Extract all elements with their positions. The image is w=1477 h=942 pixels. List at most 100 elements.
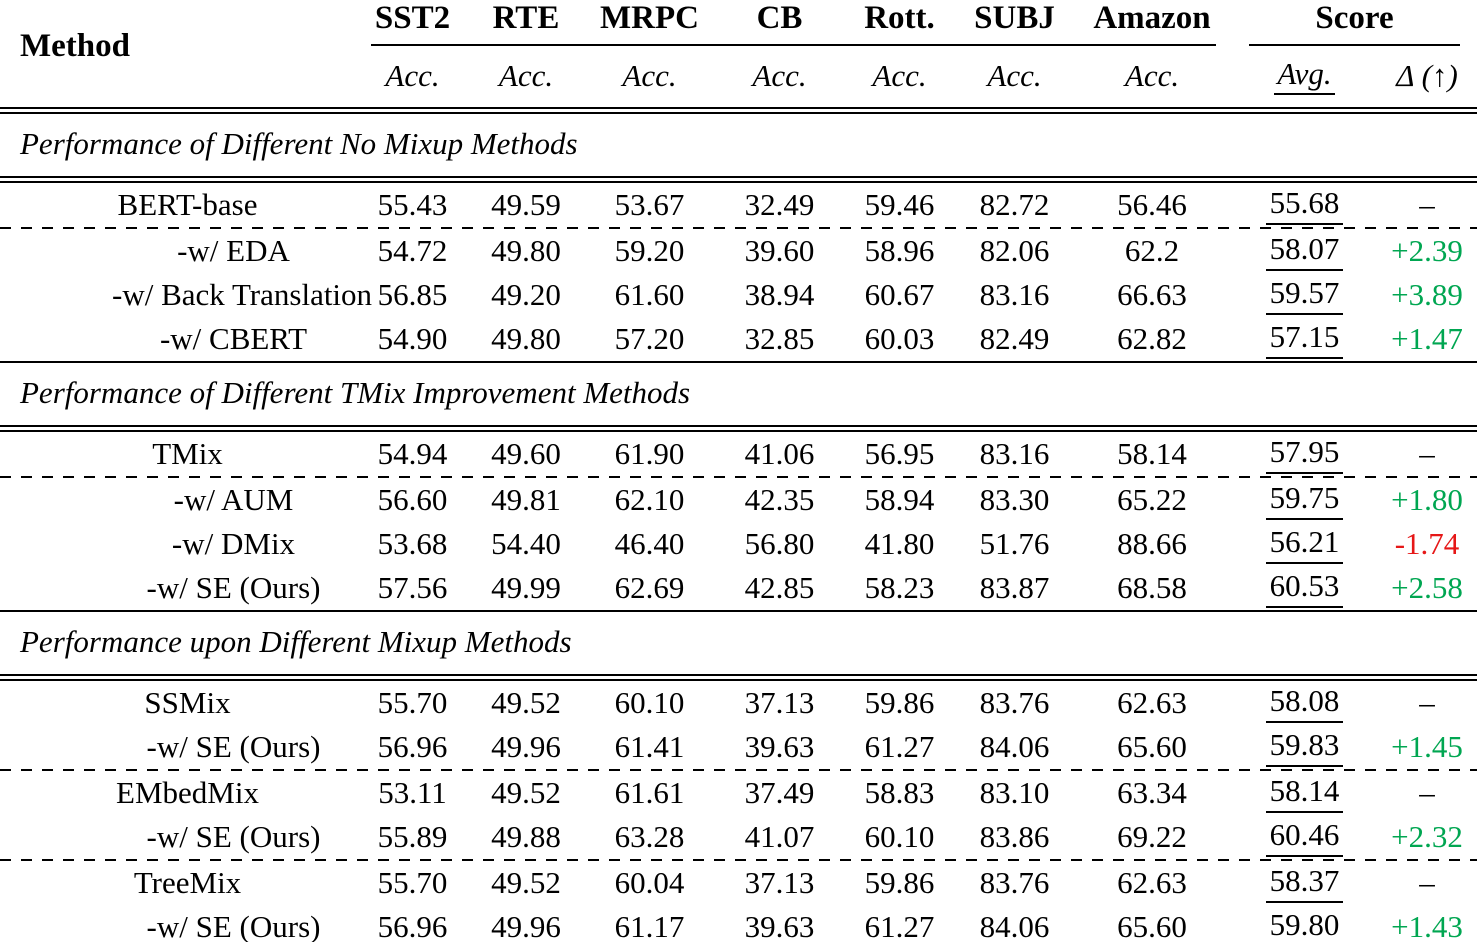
score-cell: 49.81 [491,482,561,517]
delta-cell: – [1419,775,1435,810]
avg-cell: 59.57 [1232,273,1377,317]
score-cell: 60.04 [614,865,685,900]
avg-value: 58.37 [1265,863,1344,903]
header-sub-row: Acc. Acc. Acc. Acc. Acc. Acc. Acc. Avg. … [0,46,1477,107]
score-cell: 83.16 [979,436,1050,471]
score-cell: 63.28 [614,819,685,854]
score-cell: 53.68 [377,526,448,561]
avg-value: 59.80 [1266,907,1344,942]
score-cell: 82.06 [979,233,1050,268]
avg-value: 58.08 [1265,683,1344,723]
table-row: -w/ SE (Ours) 56.96 49.96 61.41 39.63 61.27 84… [0,725,1477,769]
method-cell: -w/ SE (Ours) [146,570,321,605]
score-cell: 49.80 [491,233,561,268]
table-header: Method SST2 RTE MRPC CB Rott. SUBJ Amazo… [0,0,1477,107]
method-column-header: Method [20,28,130,64]
score-cell: 56.85 [377,277,448,312]
score-cell: 83.10 [979,775,1050,810]
score-cell: 59.20 [614,233,685,268]
delta-cell: – [1419,685,1435,720]
score-cell: 58.23 [864,570,935,605]
delta-cell: – [1419,865,1435,900]
score-cell: 49.59 [491,187,561,222]
delta-cell: +3.89 [1391,277,1463,312]
score-cell: 61.41 [614,729,685,764]
column-header-rte: RTE [470,0,582,46]
score-cell: 58.83 [864,775,935,810]
table-body: Performance of Different No Mixup Method… [0,107,1477,942]
score-cell: 41.80 [864,526,935,561]
double-rule-line [0,107,1477,114]
double-rule [0,674,1477,681]
subheader-acc: Acc. [498,57,554,93]
score-cell: 49.99 [491,570,561,605]
avg-cell: 56.21 [1232,522,1377,566]
score-cell: 66.63 [1117,277,1187,312]
score-cell: 49.60 [491,436,561,471]
score-cell: 84.06 [979,909,1050,942]
dashed-divider-line [0,859,1477,861]
double-rule-line [0,674,1477,681]
score-cell: 56.95 [864,436,935,471]
method-cell: -w/ Back Translation [112,277,373,312]
score-cell: 62.63 [1117,865,1187,900]
delta-cell: +2.58 [1391,570,1463,605]
score-cell: 49.88 [491,819,561,854]
subheader-acc: Acc. [752,57,807,93]
avg-value: 58.14 [1265,773,1344,813]
score-cell: 53.11 [378,775,447,810]
score-cell: 56.96 [377,909,448,942]
method-cell: BERT-base [117,187,258,222]
column-header-sst2: SST2 [355,0,470,46]
score-cell: 83.30 [979,482,1050,517]
method-cell: SSMix [144,685,231,720]
avg-header-underline: Avg. [1274,56,1335,95]
avg-cell: 57.95 [1232,432,1377,476]
subheader-delta: Δ (↑) [1396,57,1458,93]
method-cell: -w/ SE (Ours) [146,819,321,854]
score-cell: 82.49 [979,321,1050,356]
score-cell: 38.94 [744,277,815,312]
score-cell: 62.10 [614,482,685,517]
score-cell: 59.86 [864,685,935,720]
score-cell: 60.67 [864,277,935,312]
score-cell: 82.72 [979,187,1050,222]
method-cell: -w/ CBERT [159,321,308,356]
score-cell: 32.49 [744,187,815,222]
double-rule [0,425,1477,432]
score-cell: 39.60 [744,233,815,268]
column-header-cb: CB [717,0,842,46]
score-cell: 49.52 [491,865,561,900]
avg-value: 56.21 [1265,524,1344,564]
score-cell: 51.76 [979,526,1050,561]
avg-value: 59.83 [1265,727,1344,767]
score-cell: 62.2 [1124,233,1180,268]
score-cell: 60.10 [614,685,685,720]
header-group-row: Method SST2 RTE MRPC CB Rott. SUBJ Amazo… [0,0,1477,64]
dashed-divider-line [0,476,1477,478]
column-header-amazon: Amazon [1072,0,1232,46]
avg-cell: 58.37 [1232,861,1377,905]
section-title: Performance upon Different Mixup Methods [0,610,1477,674]
column-header-rott: Rott. [842,0,957,46]
score-cell: 53.67 [614,187,685,222]
avg-cell: 59.80 [1232,905,1377,942]
table-row: -w/ Back Translation 56.85 49.20 61.60 38.94… [0,273,1477,317]
avg-value: 60.53 [1265,568,1344,608]
avg-value: 55.68 [1265,185,1344,225]
table-row: -w/ DMix 53.68 54.40 46.40 56.80 41.80 51.76 88… [0,522,1477,566]
method-cell: EMbedMix [116,775,259,810]
score-cell: 84.06 [979,729,1050,764]
score-cell: 49.52 [491,775,561,810]
subheader-avg: Avg. [1232,46,1377,107]
score-cell: 42.35 [744,482,815,517]
score-cell: 56.96 [377,729,448,764]
avg-value: 57.95 [1265,434,1344,474]
score-cell: 55.89 [377,819,448,854]
section-title: Performance of Different No Mixup Method… [20,126,578,161]
table-row: -w/ SE (Ours) 57.56 49.99 62.69 42.85 58.23 83… [0,566,1477,611]
score-cell: 65.22 [1117,482,1187,517]
score-cell: 69.22 [1117,819,1187,854]
double-rule [0,107,1477,114]
score-cell: 49.20 [491,277,561,312]
